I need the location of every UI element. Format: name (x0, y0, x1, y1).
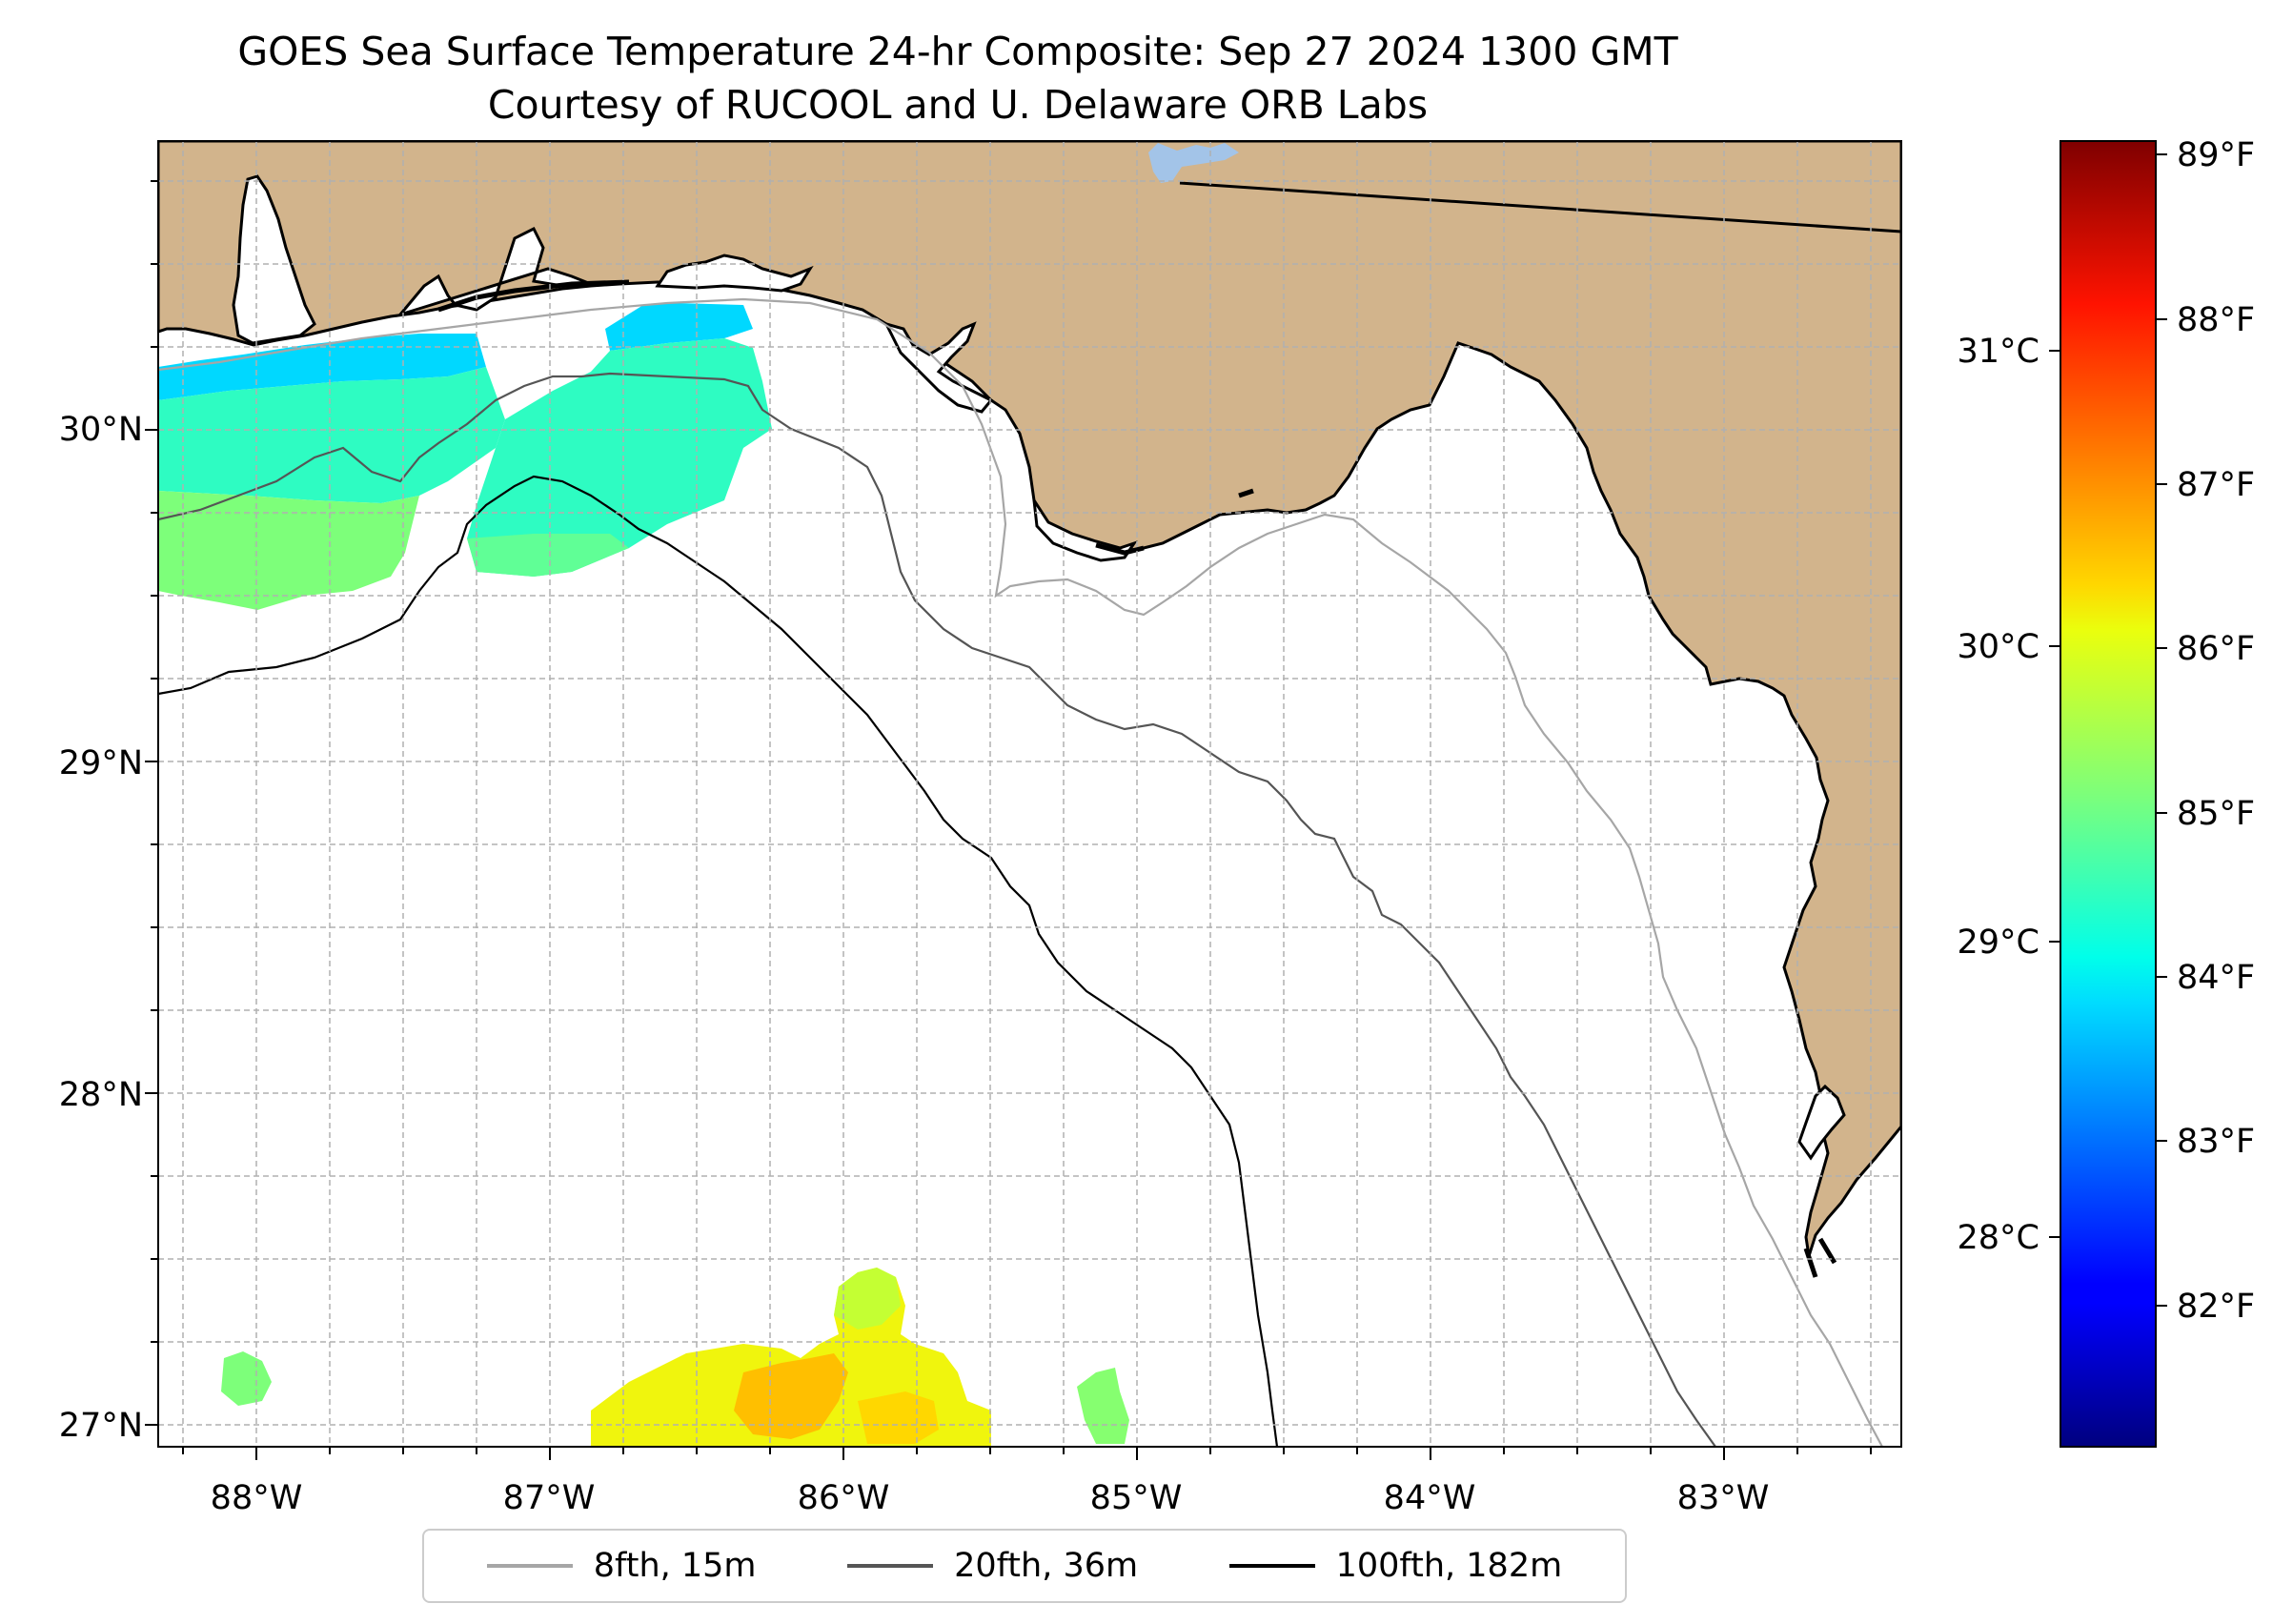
sst-patch-west-cyan (158, 334, 486, 400)
lon-tick-label: 85°W (1090, 1479, 1183, 1517)
sst-patch-central-green (467, 524, 667, 577)
celsius-tick-label: 31°C (1958, 333, 2039, 371)
graticule (158, 141, 1901, 1447)
title-line-1: GOES Sea Surface Temperature 24-hr Compo… (237, 29, 1678, 74)
legend-label: 100fth, 182m (1335, 1547, 1563, 1585)
lake-seminole (1148, 143, 1239, 183)
sst-patch-west-green (158, 491, 419, 610)
legend-label: 8fth, 15m (593, 1547, 757, 1585)
contour-100fth-182m (158, 475, 1279, 1447)
sst-patch-south-amber (858, 1391, 939, 1444)
lon-tick-label: 88°W (211, 1479, 303, 1517)
fahrenheit-tick-label: 84°F (2177, 959, 2255, 997)
legend-line-8fth (486, 1564, 573, 1568)
legend-item-100fth: 100fth, 182m (1228, 1547, 1563, 1585)
celsius-tick-label: 30°C (1958, 628, 2039, 666)
lat-tick-label: 28°N (59, 1076, 143, 1114)
sst-patch-west-aqua (158, 367, 505, 503)
fahrenheit-tick-label: 88°F (2177, 301, 2255, 339)
sst-patch-central-aqua (467, 338, 772, 577)
colorbar-celsius-ticks: 28°C 29°C 30°C 31°C (1958, 333, 2060, 1257)
colorbar (2060, 140, 2157, 1448)
coastal-islands (437, 279, 1837, 1278)
sst-data (158, 303, 1129, 1447)
legend-line-100fth (1228, 1564, 1315, 1568)
lon-tick-label: 86°W (798, 1479, 890, 1517)
chart-title: GOES Sea Surface Temperature 24-hr Compo… (0, 25, 1916, 132)
map-panel (158, 141, 1901, 1447)
axis-ticks (145, 180, 1872, 1460)
sst-patch-central-cyan (605, 303, 753, 351)
lon-tick-labels: 88°W 87°W 86°W 85°W 84°W 83°W (211, 1479, 1770, 1517)
pensacola-bay (396, 226, 592, 317)
lat-tick-labels: 27°N 28°N 29°N 30°N (59, 411, 143, 1445)
lat-tick-label: 27°N (59, 1407, 143, 1445)
lat-tick-label: 30°N (59, 411, 143, 449)
celsius-tick-label: 29°C (1958, 924, 2039, 962)
sst-patch-south-lime (834, 1268, 901, 1330)
contour-8fth-15m (158, 297, 1883, 1447)
legend-item-8fth: 8fth, 15m (486, 1547, 757, 1585)
fahrenheit-tick-label: 89°F (2177, 136, 2255, 174)
fahrenheit-tick-label: 82°F (2177, 1288, 2255, 1326)
legend-item-20fth: 20fth, 36m (847, 1547, 1138, 1585)
lon-tick-label: 87°W (503, 1479, 596, 1517)
sst-patch-south-orange (734, 1353, 848, 1439)
lon-tick-label: 84°W (1384, 1479, 1476, 1517)
state-border (1179, 181, 1901, 233)
lat-tick-label: 29°N (59, 744, 143, 782)
map-frame (157, 140, 1902, 1448)
contour-legend: 8fth, 15m 20fth, 36m 100fth, 182m (422, 1529, 1627, 1603)
legend-line-20fth (847, 1564, 934, 1568)
tampa-bay (1797, 1084, 1846, 1161)
lon-tick-label: 83°W (1677, 1479, 1770, 1517)
fahrenheit-tick-label: 85°F (2177, 795, 2255, 833)
fahrenheit-tick-label: 83°F (2177, 1123, 2255, 1161)
celsius-tick-label: 28°C (1958, 1219, 2039, 1257)
title-line-2: Courtesy of RUCOOL and U. Delaware ORB L… (487, 82, 1429, 128)
contour-20fth-36m (158, 372, 1716, 1447)
colorbar-fahrenheit-ticks: 82°F 83°F 84°F 85°F 86°F 87°F 88°F 89°F (2156, 136, 2255, 1326)
land-mass (158, 141, 1901, 1257)
fahrenheit-tick-label: 87°F (2177, 466, 2255, 504)
sst-patch-southwest-green (221, 1351, 272, 1406)
legend-label: 20fth, 36m (954, 1547, 1139, 1585)
fahrenheit-tick-label: 86°F (2177, 630, 2255, 668)
